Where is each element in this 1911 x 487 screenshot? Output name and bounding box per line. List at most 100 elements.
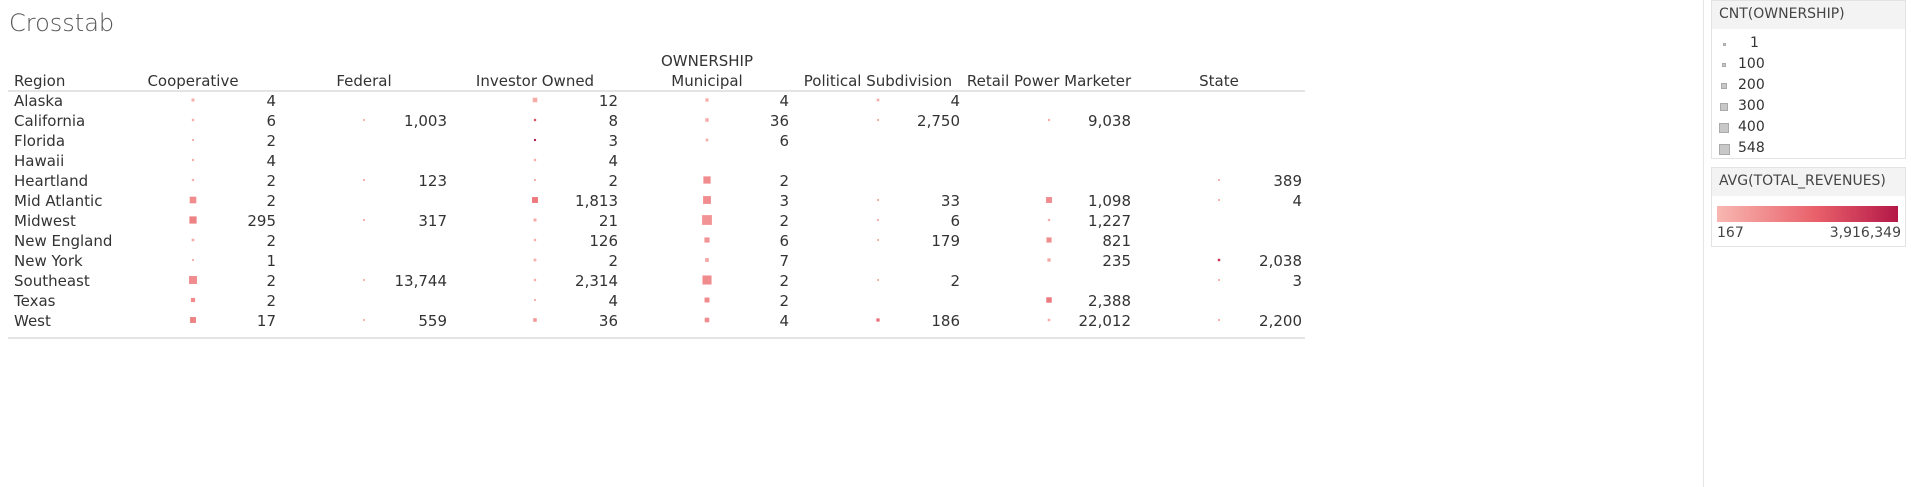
cell-value: 17 xyxy=(257,312,276,330)
cell-mark xyxy=(876,98,880,102)
cell-mark xyxy=(877,199,879,201)
cell-value: 2,200 xyxy=(1259,312,1302,330)
cell-mark xyxy=(1046,197,1052,203)
cell-mark xyxy=(1218,179,1220,181)
color-legend-title: AVG(TOTAL_REVENUES) xyxy=(1712,168,1905,196)
cell-mark xyxy=(705,138,709,142)
cell-mark xyxy=(363,279,365,281)
column-group-header: OWNERSHIP xyxy=(661,52,753,70)
cell-mark xyxy=(1046,297,1052,303)
cell-value: 4 xyxy=(608,152,618,170)
cell-mark xyxy=(363,319,365,321)
size-legend-swatch xyxy=(1719,123,1729,133)
cell-mark xyxy=(877,239,879,241)
cell-mark xyxy=(533,318,537,322)
cell-value: 389 xyxy=(1273,172,1302,190)
color-legend[interactable]: AVG(TOTAL_REVENUES) 167 3,916,349 xyxy=(1711,167,1906,247)
column-header: State xyxy=(1199,72,1239,90)
cell-mark xyxy=(704,237,710,243)
cell-mark xyxy=(189,216,197,224)
cell-mark xyxy=(190,317,196,323)
cell-mark xyxy=(1217,258,1221,262)
cell-mark xyxy=(533,278,537,282)
cell-value: 4 xyxy=(266,92,276,110)
cell-mark xyxy=(877,219,879,221)
cell-value: 8 xyxy=(608,112,618,130)
cell-value: 2 xyxy=(266,272,276,290)
row-label: Midwest xyxy=(14,212,76,230)
cell-value: 235 xyxy=(1102,252,1131,270)
cell-value: 22,012 xyxy=(1079,312,1132,330)
cell-value: 126 xyxy=(589,232,618,250)
size-legend-item: 200 xyxy=(1712,76,1902,96)
cell-mark xyxy=(532,97,538,103)
cell-mark xyxy=(534,299,536,301)
cell-value: 1,813 xyxy=(575,192,618,210)
cell-value: 1,227 xyxy=(1088,212,1131,230)
cell-value: 4 xyxy=(608,292,618,310)
cell-value: 1,003 xyxy=(404,112,447,130)
cell-mark xyxy=(189,276,197,284)
cell-mark xyxy=(703,176,711,184)
cell-value: 4 xyxy=(266,152,276,170)
cell-mark xyxy=(192,139,194,141)
cell-value: 2,750 xyxy=(917,112,960,130)
cell-value: 3 xyxy=(1292,272,1302,290)
cell-value: 13,744 xyxy=(395,272,448,290)
cell-value: 36 xyxy=(599,312,618,330)
column-header: Retail Power Marketer xyxy=(967,72,1132,90)
cell-value: 186 xyxy=(931,312,960,330)
cell-value: 821 xyxy=(1102,232,1131,250)
cell-value: 6 xyxy=(779,132,789,150)
cell-value: 2 xyxy=(608,252,618,270)
cell-value: 2,388 xyxy=(1088,292,1131,310)
cell-mark xyxy=(877,279,879,281)
cell-mark xyxy=(876,318,880,322)
cell-value: 2,038 xyxy=(1259,252,1302,270)
cell-value: 2 xyxy=(779,292,789,310)
size-legend-label: 1 xyxy=(1750,35,1759,51)
row-header-label: Region xyxy=(14,72,65,90)
size-legend-label: 300 xyxy=(1738,98,1765,114)
cell-value: 4 xyxy=(779,92,789,110)
cell-mark xyxy=(533,138,537,142)
size-legend-swatch xyxy=(1719,102,1729,112)
row-label: New York xyxy=(14,252,83,270)
cell-mark xyxy=(703,196,711,204)
cell-mark xyxy=(704,297,710,303)
size-legend-item: 1 xyxy=(1712,34,1902,54)
size-legend[interactable]: CNT(OWNERSHIP) 1 100 200 300 400 548 xyxy=(1711,0,1906,159)
color-ramp xyxy=(1717,206,1898,222)
cell-mark xyxy=(705,258,709,262)
cell-mark xyxy=(1047,218,1051,222)
column-header: Federal xyxy=(336,72,391,90)
cell-mark xyxy=(877,119,879,121)
crosstab-table: OWNERSHIP Region Cooperative Federal Investo… xyxy=(8,52,1305,339)
cell-value: 2 xyxy=(950,272,960,290)
cell-value: 295 xyxy=(247,212,276,230)
row-label: Texas xyxy=(13,292,56,310)
size-legend-label: 548 xyxy=(1738,140,1765,156)
row-label: Mid Atlantic xyxy=(14,192,102,210)
cell-mark xyxy=(190,297,196,303)
cell-mark xyxy=(191,238,195,242)
cell-mark xyxy=(191,118,195,122)
cell-value: 2 xyxy=(266,292,276,310)
row-label: Florida xyxy=(14,132,65,150)
cell-value: 4 xyxy=(779,312,789,330)
cell-value: 2 xyxy=(266,172,276,190)
size-legend-swatch xyxy=(1718,143,1730,155)
cell-value: 9,038 xyxy=(1088,112,1131,130)
cell-value: 2 xyxy=(779,212,789,230)
cell-mark xyxy=(533,158,537,162)
size-legend-item: 100 xyxy=(1712,55,1902,75)
cell-mark xyxy=(533,118,537,122)
cell-value: 123 xyxy=(418,172,447,190)
size-legend-label: 200 xyxy=(1738,77,1765,93)
cell-mark xyxy=(363,179,365,181)
cell-value: 2 xyxy=(779,172,789,190)
cell-mark xyxy=(1217,318,1221,322)
cell-mark xyxy=(191,98,195,102)
cell-value: 33 xyxy=(941,192,960,210)
cell-mark xyxy=(192,259,194,261)
